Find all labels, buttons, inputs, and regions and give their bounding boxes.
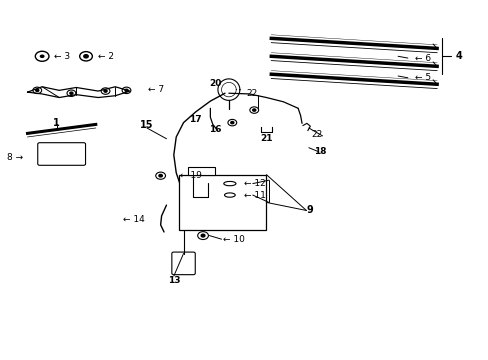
Ellipse shape (224, 181, 236, 186)
FancyBboxPatch shape (38, 143, 85, 165)
Text: 18: 18 (313, 147, 325, 156)
Circle shape (201, 234, 204, 237)
Circle shape (40, 54, 44, 58)
Text: 9: 9 (306, 206, 313, 216)
Text: 1: 1 (53, 118, 60, 128)
Text: ← 7: ← 7 (148, 85, 164, 94)
Text: 16: 16 (208, 125, 221, 134)
Text: 22: 22 (310, 130, 322, 139)
Text: 15: 15 (140, 120, 153, 130)
Text: ← 19: ← 19 (180, 171, 202, 180)
FancyBboxPatch shape (171, 252, 195, 275)
Text: ← 14: ← 14 (122, 215, 144, 224)
Bar (178, 175, 266, 230)
Text: ← 11: ← 11 (244, 190, 266, 199)
Ellipse shape (224, 193, 235, 197)
Text: ← 12: ← 12 (244, 179, 265, 188)
Circle shape (125, 89, 128, 91)
Circle shape (70, 92, 73, 94)
Circle shape (252, 109, 255, 111)
Circle shape (45, 153, 49, 155)
Text: ← 10: ← 10 (222, 235, 244, 244)
Text: ← 6: ← 6 (414, 54, 430, 63)
Text: 4: 4 (455, 51, 462, 61)
Text: ← 3: ← 3 (54, 52, 70, 61)
Circle shape (36, 89, 39, 91)
Text: 13: 13 (167, 276, 180, 285)
Text: ← 2: ← 2 (98, 52, 114, 61)
Text: ← 5: ← 5 (414, 73, 430, 82)
Text: 21: 21 (260, 134, 272, 143)
Circle shape (74, 153, 78, 155)
Text: 8 →: 8 → (6, 153, 22, 162)
Text: 20: 20 (209, 79, 221, 88)
Circle shape (104, 90, 107, 92)
Circle shape (159, 175, 162, 177)
Bar (188, 167, 215, 175)
Circle shape (83, 55, 88, 58)
Circle shape (64, 153, 68, 156)
Text: 17: 17 (189, 115, 202, 124)
Text: 22: 22 (245, 89, 257, 98)
Circle shape (230, 121, 233, 124)
